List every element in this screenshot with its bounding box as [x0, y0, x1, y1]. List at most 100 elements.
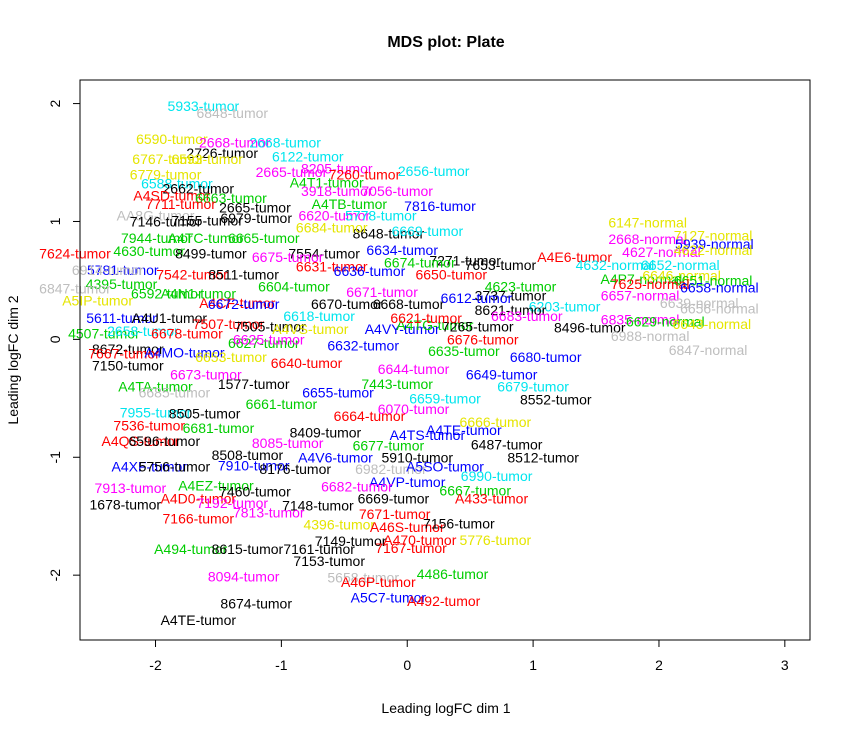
- point-label: 4507-tumor: [68, 325, 140, 341]
- point-label: 6988-normal: [611, 328, 690, 344]
- point-label: 8176-tumor: [259, 461, 331, 477]
- point-label: 6656-normal: [680, 301, 759, 317]
- point-label: 8621-tumor: [475, 302, 547, 318]
- point-label: 6487-tumor: [471, 436, 543, 452]
- point-label: 6667-tumor: [439, 482, 511, 498]
- point-label: A4T1-tumor: [290, 175, 364, 191]
- point-label: A4CF-tumor: [199, 295, 276, 311]
- point-label: 8409-tumor: [290, 425, 362, 441]
- point-label: 4623-tumor: [485, 278, 557, 294]
- y-tick-label: 2: [47, 99, 63, 107]
- point-label: 1577-tumor: [218, 376, 290, 392]
- point-label: 6675-tumor: [252, 249, 324, 265]
- point-label: 5611-tumor: [86, 310, 157, 326]
- point-label: 5776-tumor: [460, 532, 532, 548]
- point-label: 5778-tumor: [345, 208, 417, 224]
- point-label: 7161-tumor: [283, 541, 355, 557]
- point-label: 7166-tumor: [163, 511, 235, 527]
- point-label: 6621-tumor: [390, 310, 462, 326]
- point-label: 8499-tumor: [175, 245, 247, 261]
- point-label: 5910-tumor: [382, 449, 454, 465]
- point-label: 6982-tumor: [355, 461, 427, 477]
- point-label: 6620-tumor: [298, 208, 370, 224]
- point-label: 6650-tumor: [415, 267, 487, 283]
- point-label: 6604-tumor: [258, 278, 330, 294]
- point-label: 6122-tumor: [272, 149, 344, 165]
- point-label: 6588-tumor: [141, 176, 213, 192]
- point-label: 7955-tumor: [120, 404, 192, 420]
- point-label: A4TB-tumor: [312, 196, 388, 212]
- point-label: 7667-tumor: [88, 346, 160, 362]
- point-label: 6653-tumor: [195, 349, 267, 365]
- point-label: 4486-tumor: [417, 566, 489, 582]
- point-label: 6070-tumor: [378, 401, 450, 417]
- point-label: 6639-normal: [660, 295, 739, 311]
- point-label: 7148-tumor: [282, 498, 354, 514]
- point-label: 7153-tumor: [293, 553, 365, 569]
- point-label: 6657-normal: [601, 288, 680, 304]
- point-label: 7505-tumor: [234, 318, 306, 334]
- point-label: 6627-tumor: [228, 335, 300, 351]
- point-label: 7271-tumor: [429, 252, 501, 268]
- point-label: 7056-tumor: [361, 183, 433, 199]
- y-tick-label: -1: [47, 451, 63, 464]
- point-label: 5781-tumor: [87, 262, 159, 278]
- point-label: 7536-tumor: [113, 417, 185, 433]
- point-label: 5756-tumor: [139, 459, 211, 475]
- point-label: 7260-tumor: [329, 166, 401, 182]
- point-label: 4627-normal: [622, 244, 701, 260]
- point-label: 6612-tumor: [441, 290, 513, 306]
- point-label: 8085-tumor: [252, 435, 324, 451]
- point-label: 7155-tumor: [171, 212, 243, 228]
- point-label: 6979-tumor: [220, 210, 292, 226]
- point-label: 6659-tumor: [409, 390, 481, 406]
- point-label: 5658-tumor: [327, 570, 399, 586]
- y-tick-label: 0: [47, 335, 63, 343]
- point-label: 6644-tumor: [378, 361, 450, 377]
- point-label: 7192-tumor: [196, 495, 268, 511]
- point-label: 7127-normal: [674, 228, 753, 244]
- point-label: 6643-normal: [673, 316, 752, 332]
- point-label: A492-tumor: [407, 593, 480, 609]
- y-tick-label: 1: [47, 217, 63, 225]
- point-label: 6668-tumor: [373, 296, 445, 312]
- point-label: 2656-tumor: [398, 163, 470, 179]
- point-label: A4TG-tumor: [396, 317, 473, 333]
- point-label: A5IP-tumor: [62, 292, 133, 308]
- point-label: 6680-tumor: [510, 349, 582, 365]
- point-label: 7944-tumor: [121, 230, 193, 246]
- point-label: A4U1-tumor: [132, 310, 208, 326]
- point-label: 7156-tumor: [423, 515, 495, 531]
- point-label: A5SO-tumor: [406, 459, 484, 475]
- point-label: 6655-tumor: [302, 384, 374, 400]
- point-label: 5933-tumor: [168, 98, 240, 114]
- point-label: 8512-tumor: [507, 449, 579, 465]
- point-label: A4QS-tumor: [102, 433, 180, 449]
- point-label: 6147-normal: [608, 215, 687, 231]
- point-label: 8615-tumor: [212, 541, 284, 557]
- point-label: 6682-tumor: [321, 479, 393, 495]
- point-label: A4EZ-tumor: [178, 478, 254, 494]
- point-label: A46P-tumor: [341, 574, 416, 590]
- point-label: 6596-tumor: [129, 433, 201, 449]
- point-label: 7542-tumor: [156, 267, 228, 283]
- point-label: 6625-tumor: [233, 331, 305, 347]
- point-label: 6632-tumor: [327, 337, 399, 353]
- point-label: 6677-tumor: [353, 437, 425, 453]
- point-label: 6779-tumor: [130, 166, 202, 182]
- point-label: 2668-tumor: [199, 134, 271, 150]
- point-label: 6649-tumor: [466, 367, 538, 383]
- y-tick-label: -2: [47, 569, 63, 582]
- point-label: 7653-tumor: [465, 257, 537, 273]
- point-label: 4395-tumor: [86, 276, 158, 292]
- point-label: 8508-tumor: [212, 447, 284, 463]
- point-label: 6767-tumor: [132, 151, 204, 167]
- x-tick-label: -2: [149, 657, 162, 673]
- point-label: A4N1-tumor: [161, 285, 237, 301]
- x-axis: -2 -1 0 1 2 3: [149, 639, 789, 673]
- point-label: 7711-tumor: [145, 196, 216, 212]
- point-label: 6847-normal: [669, 342, 748, 358]
- point-label: 8672-tumor: [92, 341, 164, 357]
- point-label: A4TE-tumor: [426, 422, 502, 438]
